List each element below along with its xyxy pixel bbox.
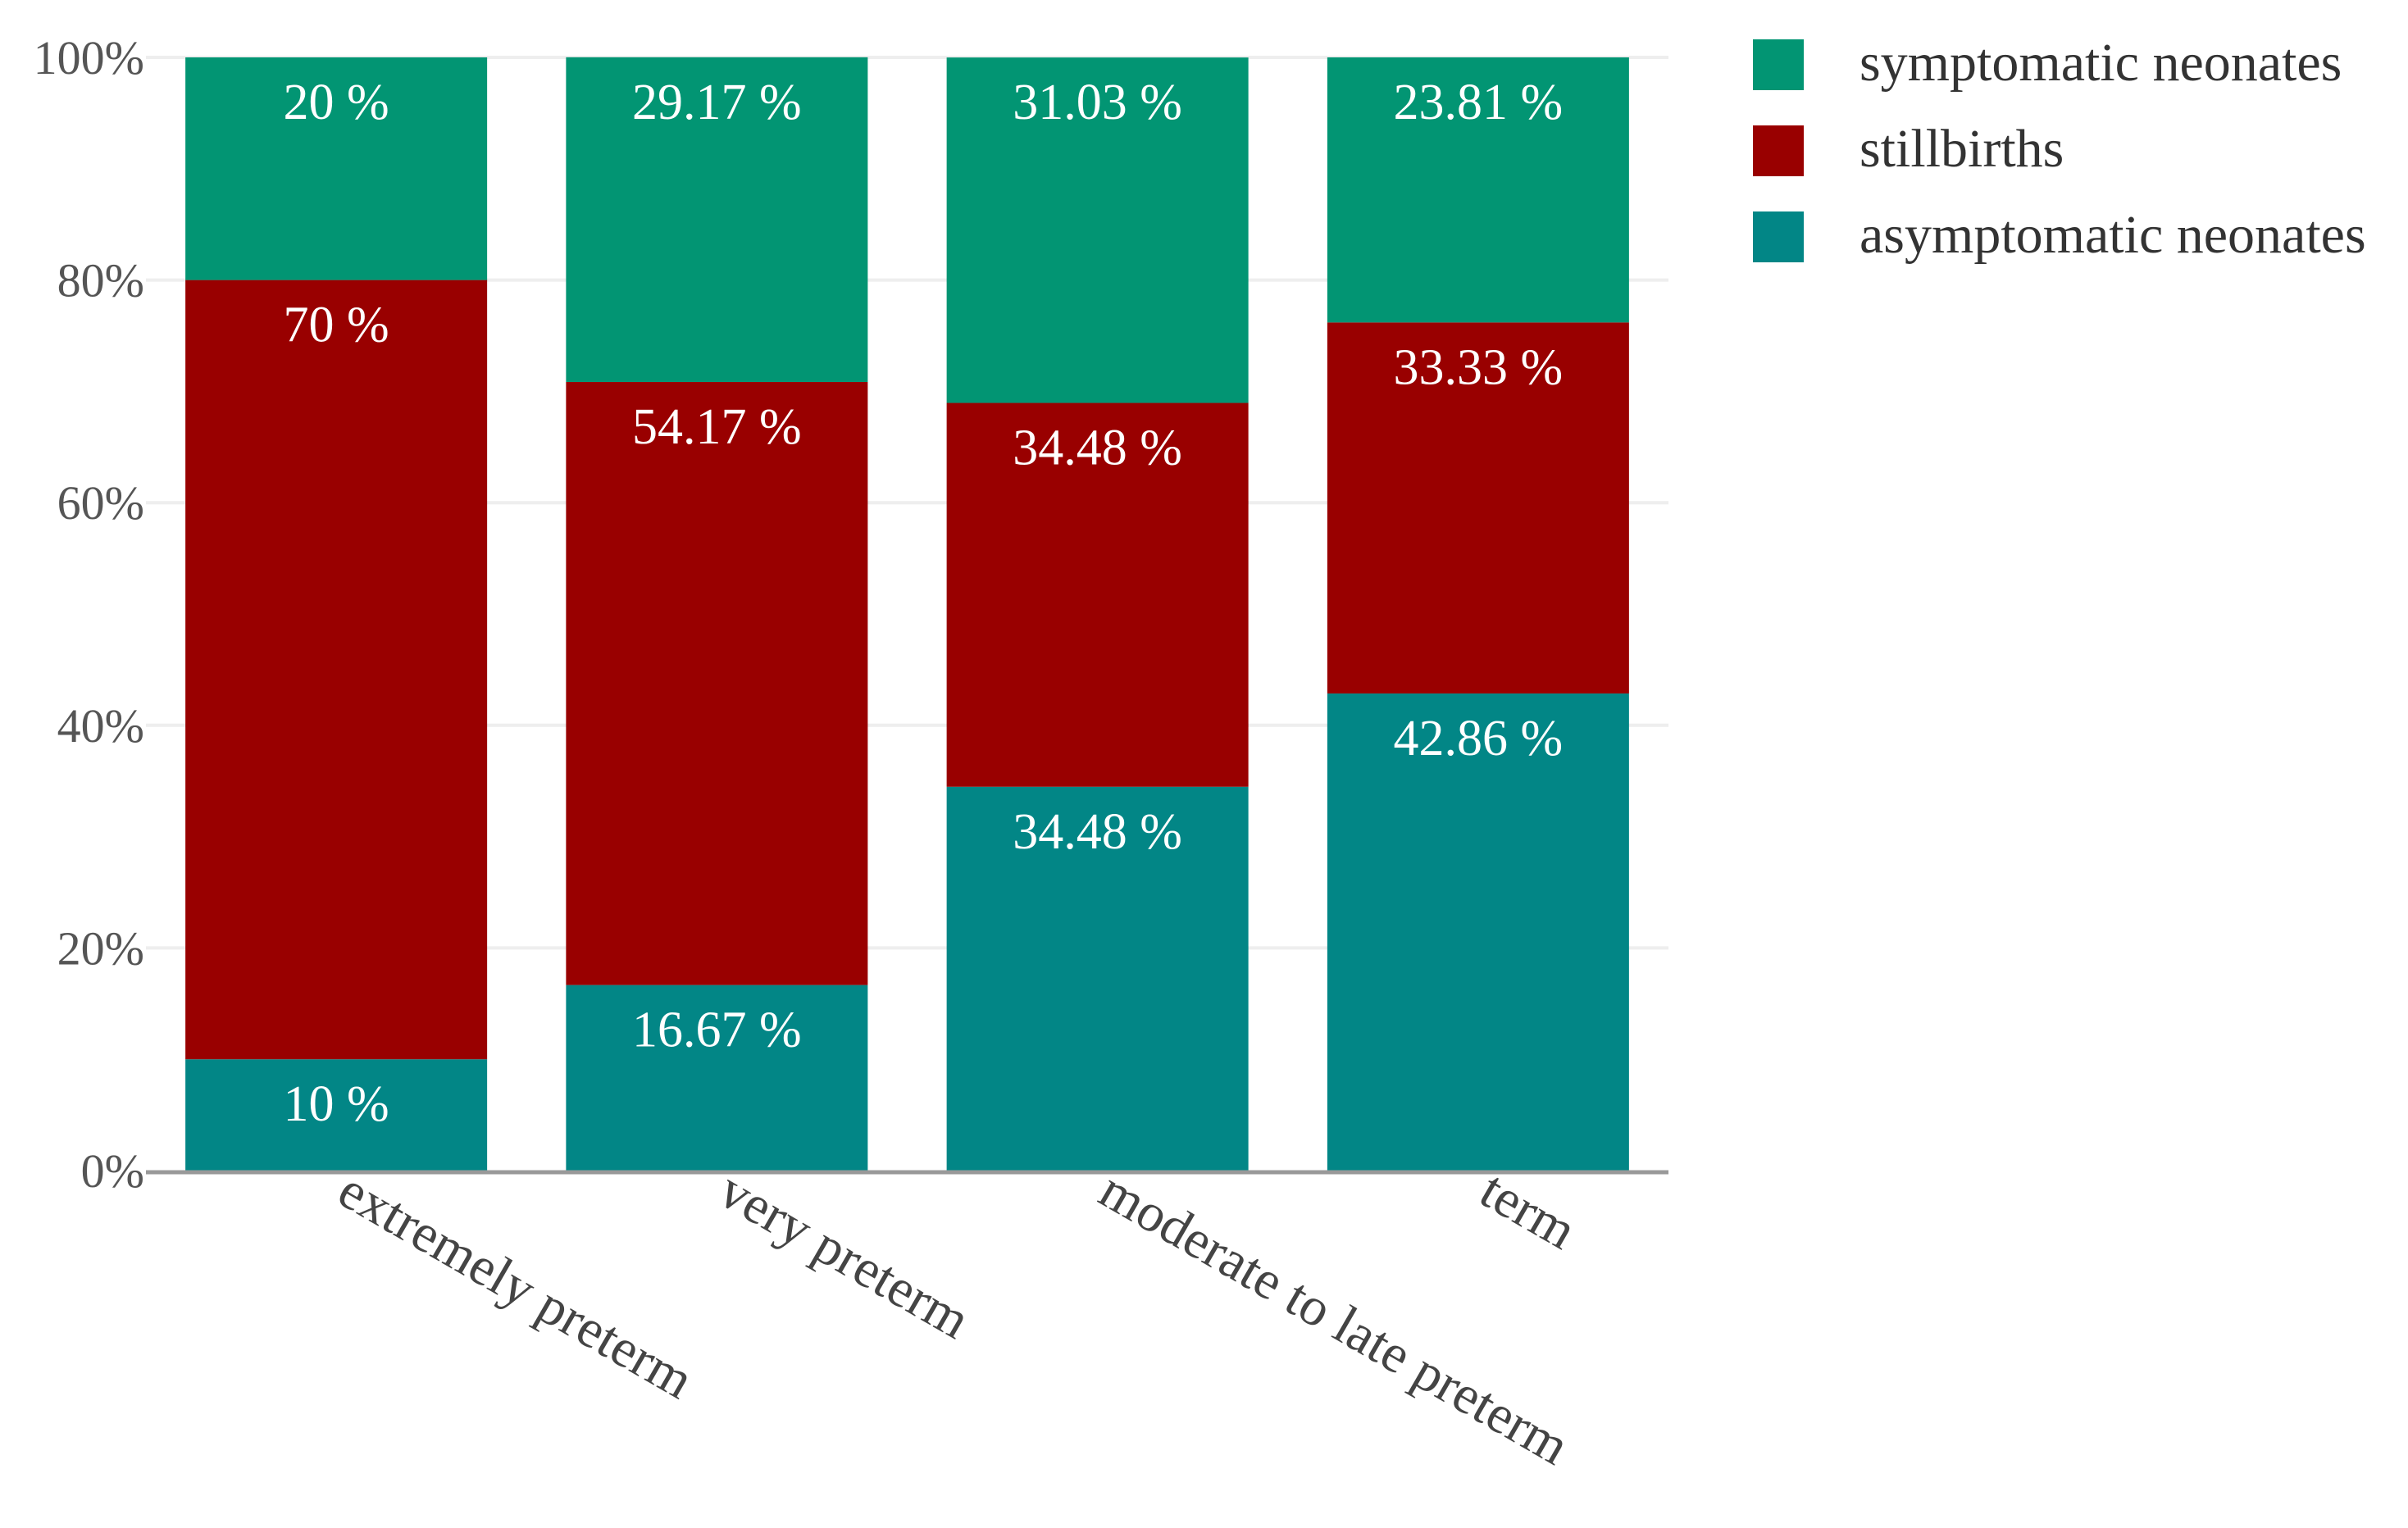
data-label: 34.48 %: [1013, 804, 1182, 860]
bar-segment: [946, 786, 1249, 1171]
legend-label: stillbirths: [1859, 119, 2064, 179]
y-tick-label: 80%: [57, 254, 144, 307]
legend-swatch: [1753, 39, 1804, 90]
bar-segment: [1327, 57, 1629, 323]
data-label: 54.17 %: [632, 399, 802, 455]
data-label: 42.86 %: [1394, 711, 1564, 766]
bar-segment: [1327, 322, 1629, 694]
bar-segment: [566, 57, 868, 382]
bar-segment: [185, 1059, 488, 1171]
data-label: 10 %: [284, 1076, 389, 1132]
y-tick-label: 0%: [81, 1144, 144, 1198]
bar-segment: [946, 402, 1249, 787]
bar-segment: [185, 280, 488, 1060]
y-tick-label: 40%: [57, 699, 144, 753]
y-tick-label: 20%: [57, 921, 144, 975]
data-label: 33.33 %: [1394, 339, 1564, 395]
data-label: 34.48 %: [1013, 421, 1182, 476]
x-tick-label: very preterm: [709, 1160, 980, 1351]
bar-segment: [946, 57, 1249, 403]
y-tick-label: 60%: [57, 476, 144, 530]
data-label: 20 %: [284, 75, 389, 130]
bars: [185, 57, 1629, 1171]
legend-label: symptomatic neonates: [1859, 33, 2342, 93]
bar-segment: [1327, 693, 1629, 1171]
bar-segment: [185, 57, 488, 280]
x-tick-label: term: [1470, 1160, 1586, 1262]
data-label: 16.67 %: [632, 1003, 802, 1058]
legend: symptomatic neonates stillbirths asymptoma…: [1753, 33, 2366, 265]
bar-segment: [566, 381, 868, 985]
data-labels: 10 % 70 % 20 % 16.67 % 54.17 % 29.17 % 34.48 %…: [284, 75, 1564, 1132]
bar-segment: [566, 985, 868, 1171]
data-label: 31.03 %: [1013, 75, 1182, 130]
y-tick-label: 100%: [34, 31, 144, 84]
data-label: 70 %: [284, 298, 389, 353]
legend-label: asymptomatic neonates: [1859, 205, 2366, 265]
data-label: 29.17 %: [632, 75, 802, 130]
legend-swatch: [1753, 125, 1804, 176]
legend-swatch: [1753, 211, 1804, 262]
x-tick-label: extremely preterm: [329, 1160, 703, 1411]
data-label: 23.81 %: [1394, 75, 1564, 130]
